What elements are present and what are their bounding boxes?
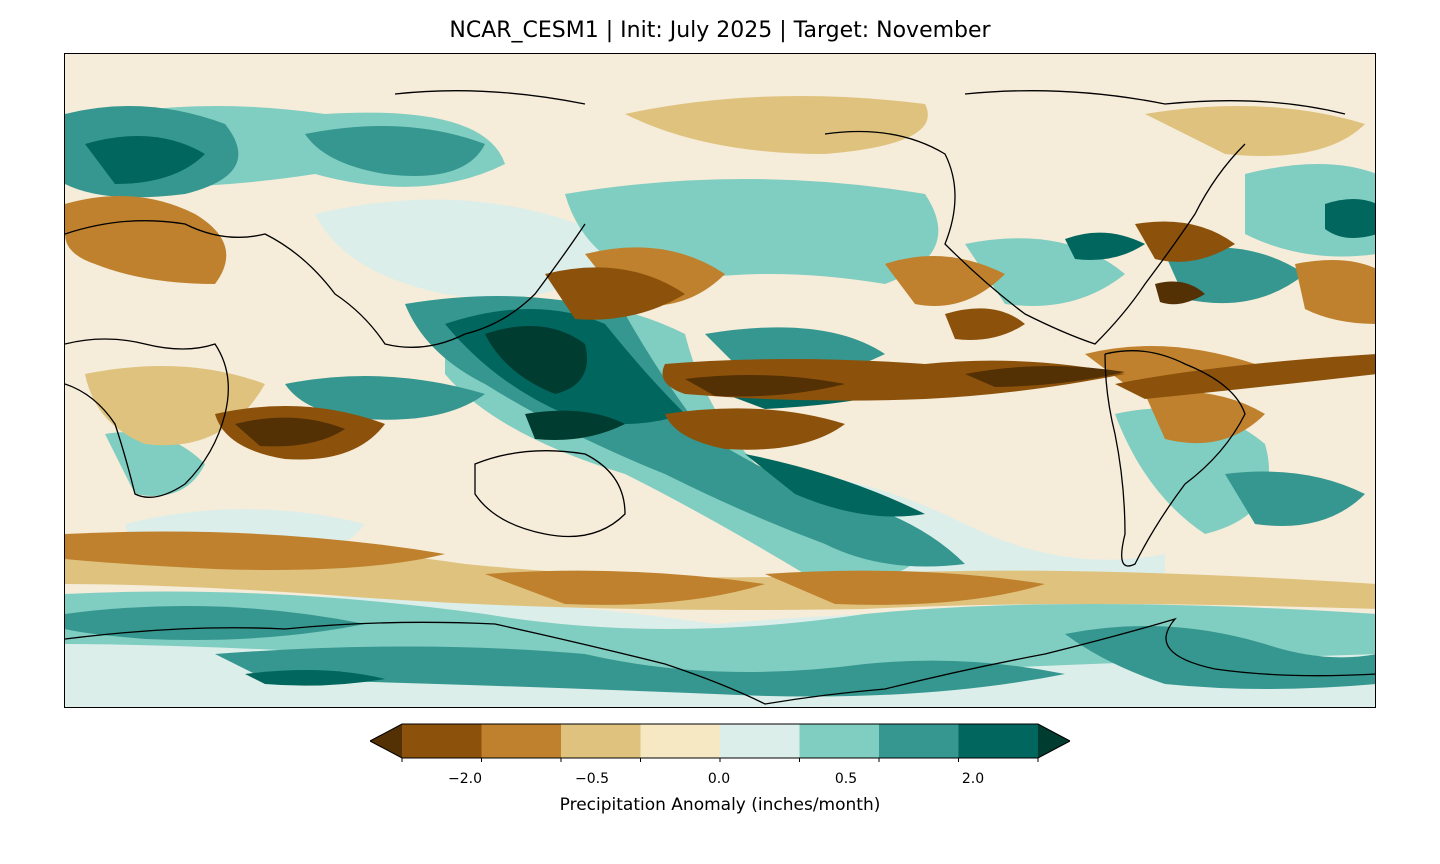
coastlines bbox=[65, 90, 1375, 705]
colorbar-tick-label: −0.5 bbox=[575, 771, 609, 787]
colorbar-swatch bbox=[958, 724, 1039, 758]
colorbar-tick-label: 0.0 bbox=[707, 771, 731, 787]
colorbar-swatch bbox=[879, 724, 959, 758]
colorbar-swatch bbox=[720, 724, 800, 758]
colorbar-swatch bbox=[561, 724, 641, 758]
colorbar-swatches bbox=[370, 723, 1070, 759]
colorbar-label: Precipitation Anomaly (inches/month) bbox=[559, 795, 881, 815]
colorbar-tick-label: 0.5 bbox=[834, 771, 858, 787]
colorbar-tick-label: 2.0 bbox=[961, 771, 985, 787]
anomaly-darkest-teal bbox=[485, 326, 625, 440]
anomaly-darkest-brown bbox=[235, 281, 1205, 447]
colorbar-ticks bbox=[401, 758, 1039, 762]
anomaly-medium-brown bbox=[65, 196, 1375, 605]
colorbar-extend-low bbox=[370, 724, 402, 758]
colorbar-swatch bbox=[481, 724, 562, 758]
colorbar-extend-high bbox=[1038, 724, 1070, 758]
precipitation-map bbox=[64, 53, 1376, 708]
map-canvas bbox=[65, 54, 1375, 707]
colorbar bbox=[370, 723, 1070, 762]
colorbar-swatch bbox=[799, 724, 880, 758]
colorbar-tick-label: −2.0 bbox=[448, 771, 482, 787]
colorbar-swatch bbox=[640, 724, 721, 758]
colorbar-swatch bbox=[402, 724, 482, 758]
chart-title: NCAR_CESM1 | Init: July 2025 | Target: N… bbox=[449, 18, 991, 43]
